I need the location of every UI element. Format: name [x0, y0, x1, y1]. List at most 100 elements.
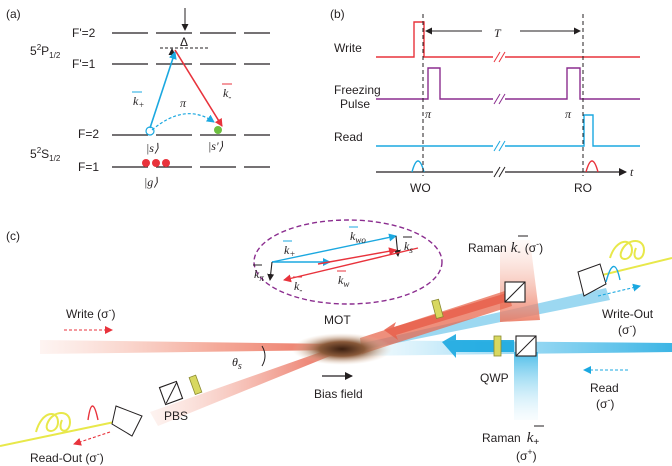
tick-wo: WO	[410, 181, 431, 195]
raman-plus-pol: (σ+)	[516, 447, 537, 463]
panel-b-label: (b)	[330, 7, 345, 21]
row-read-label: Read	[334, 130, 363, 144]
ket-g-label: |g⟩	[144, 175, 158, 189]
freezing-trace-b	[505, 67, 640, 100]
vec-k-plus-label: k+	[284, 243, 295, 259]
freezing-break-2	[498, 93, 506, 105]
read-out-label: Read-Out (σ-)	[30, 449, 104, 465]
detuning-label: Δ	[180, 35, 188, 49]
row-freezing-label-2: Pulse	[340, 97, 370, 111]
pi-pulse-2-label: π	[565, 107, 572, 121]
axis-break-1	[493, 166, 501, 178]
state-p-label: 52P1/2	[30, 43, 61, 60]
time-axis-label: t	[630, 165, 634, 179]
write-break-2	[498, 51, 506, 63]
freezing-trace-a	[376, 67, 493, 100]
freezing-break-1	[493, 93, 501, 105]
read-out-beam	[150, 346, 340, 426]
theta-label: θs	[232, 355, 242, 372]
waveplate-raman	[431, 298, 444, 319]
write-out-label-2: (σ-)	[618, 321, 636, 337]
vec-k-pi-label: kπ	[254, 267, 264, 283]
period-label: T	[494, 26, 502, 40]
pbs-right-bottom	[515, 335, 537, 357]
panel-b: (b) Write Freezing Pulse π π Read t	[330, 7, 640, 195]
ket-s-label: |s⟩	[146, 141, 159, 155]
read-out-fiber	[0, 419, 125, 447]
vec-k-wo-arrow	[271, 233, 397, 263]
raman-minus-label: Raman k- (σ-)	[468, 239, 543, 258]
mot-cloud	[292, 333, 392, 365]
row-write-label: Write	[334, 41, 362, 55]
pi-transfer-arc	[151, 113, 215, 131]
vec-k-minus-label: k-	[294, 279, 302, 295]
read-out-photon-pulse	[87, 405, 99, 421]
vec-k-pi-arrow	[267, 261, 275, 281]
vec-k-wo-label: kwo	[350, 229, 366, 245]
svg-text:52P1/2: 52P1/2	[30, 43, 61, 60]
theta-arc	[261, 345, 266, 367]
k-minus-arrow	[174, 49, 223, 127]
pi-pulse-1-label: π	[425, 107, 432, 121]
panel-c: (c) MOT Bias field θs Write (σ-)	[0, 219, 672, 465]
state-s-label: 52S1/2	[30, 146, 61, 163]
read-out-arrow	[73, 431, 111, 446]
wavevector-inset	[253, 219, 443, 305]
read-out-fiber-coil	[35, 412, 72, 433]
write-trace-a	[376, 21, 493, 58]
atom-s-prime	[214, 126, 222, 134]
level-f2-label: F=2	[78, 127, 99, 141]
level-fp1-label: F'=1	[72, 57, 96, 71]
qwp	[493, 335, 502, 357]
read-in-label-1: Read	[590, 381, 619, 395]
write-out-label-1: Write-Out	[602, 307, 654, 321]
row-freezing-label-1: Freezing	[334, 83, 381, 97]
panel-a-label: (a)	[6, 7, 21, 21]
vec-k-s-label: ks	[404, 239, 413, 255]
tick-ro: RO	[574, 181, 592, 195]
panel-a: (a) F'=2 F'=1 F=2 F=1 52P1/2 52S1/2 Δ k+…	[6, 7, 270, 189]
level-fp2-label: F'=2	[72, 26, 96, 40]
write-out-fiber-coil	[609, 240, 646, 260]
write-out-pulse	[411, 160, 425, 173]
read-out-collimator	[111, 405, 143, 437]
vec-k-minus-arrow	[283, 247, 419, 283]
atom-g-1	[142, 159, 150, 167]
pbs-left	[158, 380, 184, 406]
pi-label: π	[180, 96, 187, 110]
write-break-1	[493, 51, 501, 63]
read-break-2	[498, 140, 506, 152]
read-in-label-2: (σ-)	[596, 395, 614, 411]
atom-s-empty	[145, 126, 155, 136]
raman-plus-label: Raman k+	[482, 430, 539, 448]
panel-c-label: (c)	[6, 229, 20, 243]
atom-g-3	[162, 159, 170, 167]
vec-k-w-label: kw	[338, 273, 349, 289]
k-plus-arrow	[149, 51, 177, 129]
svg-text:52S1/2: 52S1/2	[30, 146, 61, 163]
pbs-right-top	[504, 281, 526, 303]
raman-plus-beam-vertical	[514, 352, 538, 420]
level-f1-label: F=1	[78, 160, 99, 174]
pbs-label: PBS	[164, 409, 188, 423]
raman-minus-arrow	[384, 292, 512, 340]
atom-g-2	[152, 159, 160, 167]
write-out-collimator	[577, 263, 607, 297]
k-plus-label: k+	[133, 94, 144, 110]
read-out-pulse	[585, 160, 599, 173]
axis-break-2	[498, 166, 506, 178]
write-out-photon-pulse	[605, 265, 621, 283]
write-in-label: Write (σ-)	[66, 305, 116, 321]
vec-k-w-arrow	[317, 247, 397, 265]
read-break-1	[493, 140, 501, 152]
write-beam	[40, 340, 340, 354]
waveplate-left	[188, 374, 203, 395]
ket-s-prime-label: |s'⟩	[208, 139, 224, 153]
qwp-label: QWP	[480, 371, 509, 385]
write-out-arrow	[597, 283, 641, 297]
read-trace-b	[505, 114, 640, 147]
bias-field-label: Bias field	[314, 387, 363, 401]
k-minus-label: k-	[223, 86, 231, 102]
mot-label: MOT	[324, 313, 351, 327]
